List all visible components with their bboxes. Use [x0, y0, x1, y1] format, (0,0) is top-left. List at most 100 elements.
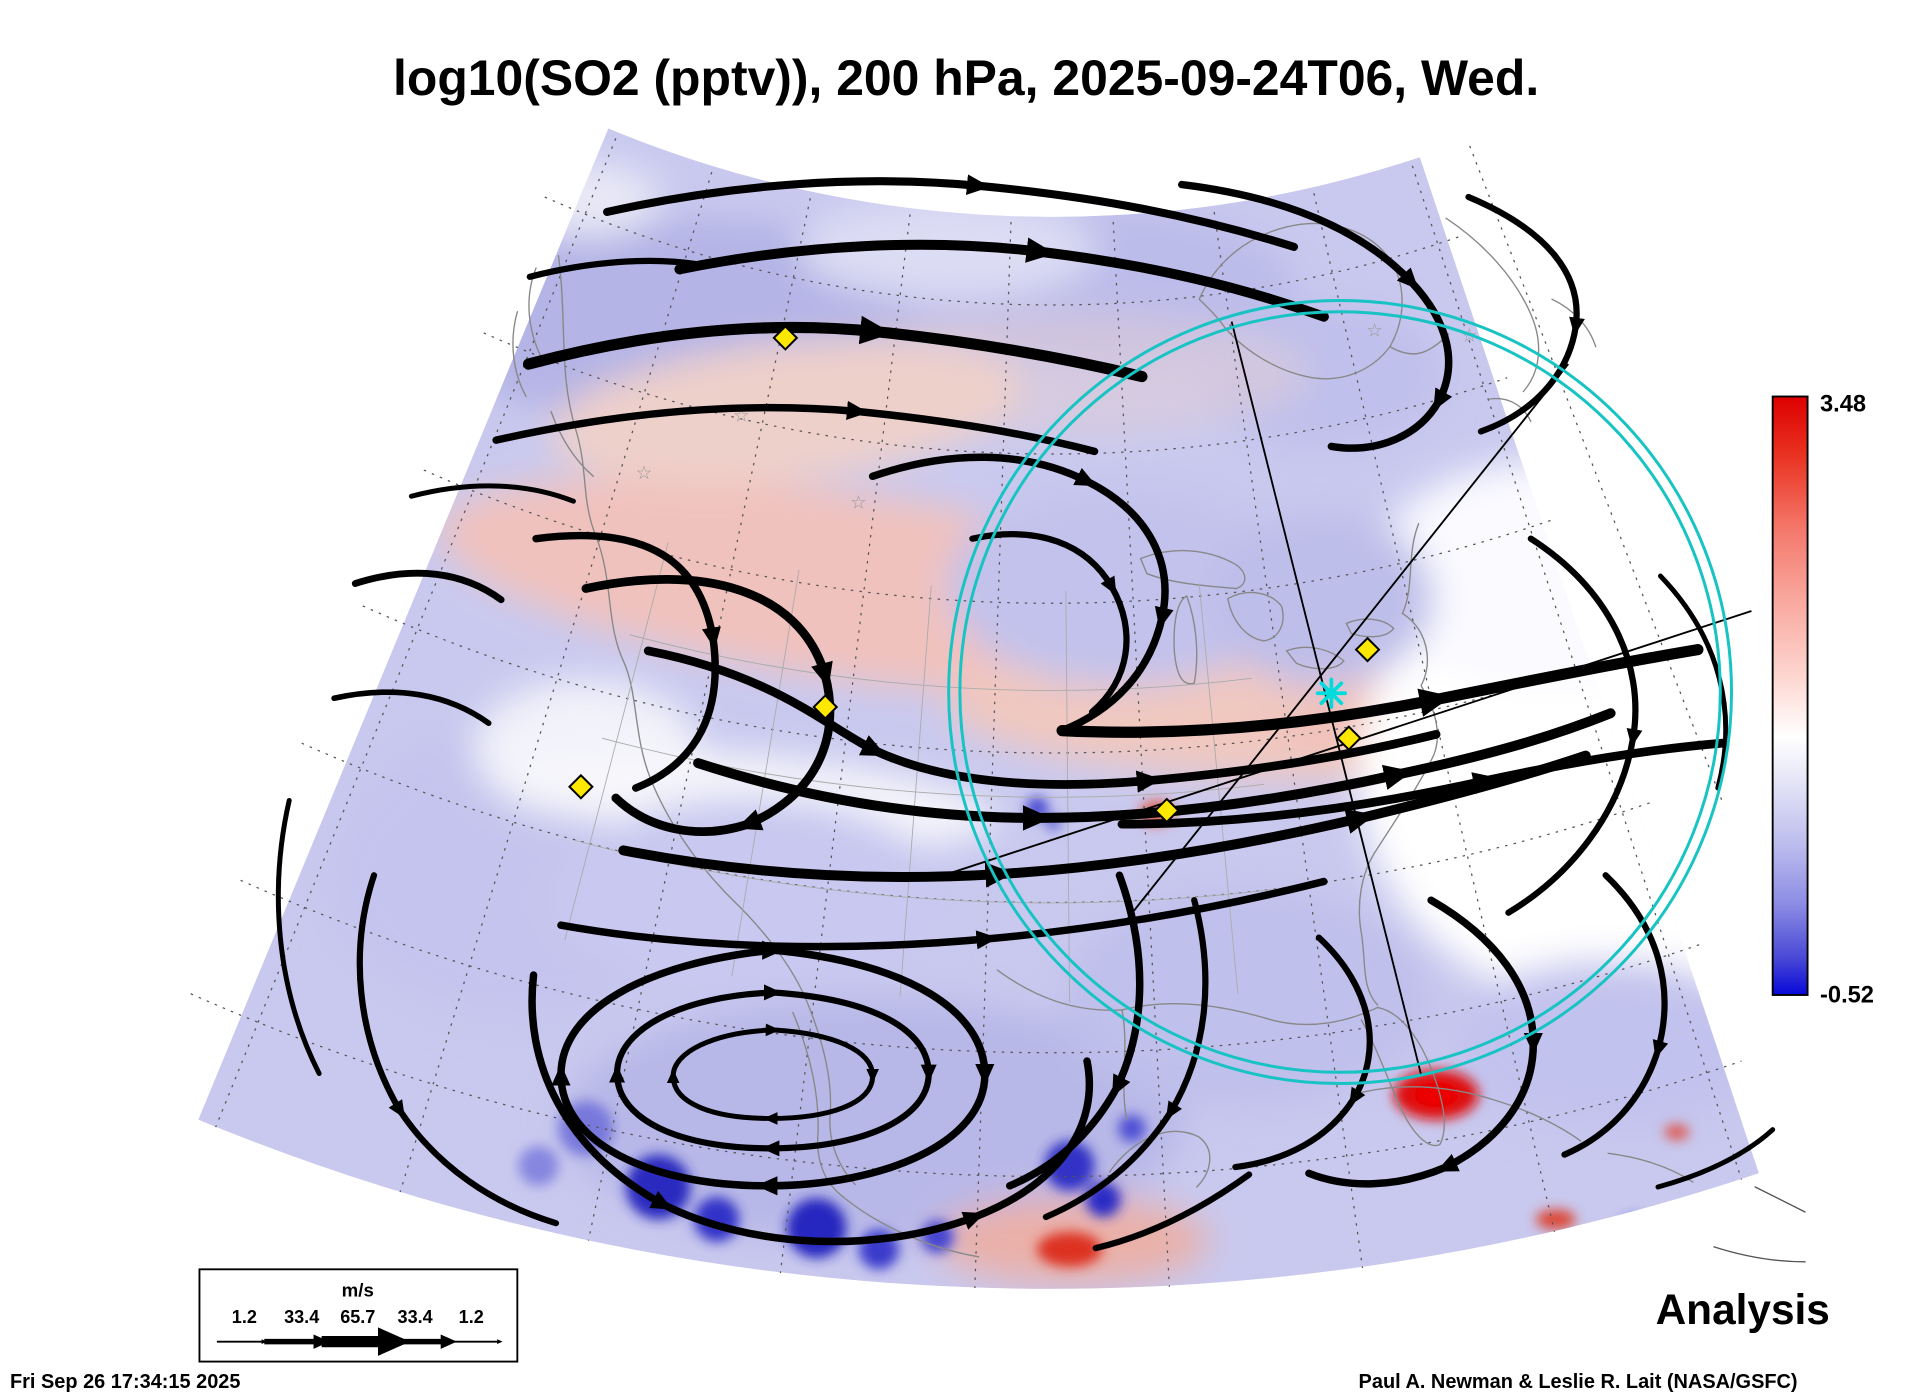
lake-outline: [1227, 591, 1284, 642]
so2-blob: [1059, 885, 1434, 1110]
legend-units-label: m/s: [342, 1280, 374, 1301]
streamline-path: [643, 646, 1441, 793]
graticule-meridian: [399, 171, 713, 1193]
streamline-path: [408, 483, 576, 504]
coastline-path: [1358, 522, 1438, 1006]
streamline-path: [617, 989, 929, 1149]
streamline-path: [1232, 934, 1373, 1171]
legend-speed-label: 65.7: [340, 1307, 375, 1327]
colorbar-gradient-bar: [1771, 395, 1809, 996]
so2-hotspot: [1535, 1209, 1576, 1230]
so2-lowspot: [518, 1145, 559, 1186]
streamline-path: [1092, 1171, 1253, 1252]
streamline-path: [526, 257, 702, 280]
timestamp-label: Fri Sep 26 17:34:15 2025: [10, 1371, 241, 1393]
wind-speed-legend: m/s 1.2 33.4 65.7 33.4 1.2: [198, 1268, 519, 1363]
lake-outline: [1139, 549, 1246, 590]
legend-speed-label: 1.2: [459, 1307, 484, 1327]
streamline-path: [557, 877, 1328, 951]
range-rings: [947, 298, 1734, 1086]
streamline-path: [331, 689, 492, 726]
map-star-icon: ☆: [850, 492, 867, 513]
eruption-diamond-marker: [812, 694, 839, 720]
so2-hotspot: [1664, 1124, 1690, 1140]
streamline-path: [1117, 738, 1728, 829]
legend-speed-label: 33.4: [398, 1307, 433, 1327]
streamline-path: [868, 453, 1174, 735]
coastline-path: [557, 254, 856, 1186]
streamlines: [275, 174, 1776, 1252]
streamline-path: [1006, 871, 1144, 1190]
colorbar-min-label: -0.52: [1820, 982, 1874, 1008]
so2-broad-blobs: [324, 162, 1759, 1285]
graticule-parallel: [423, 469, 1556, 604]
coastline-path: [1713, 1186, 1806, 1263]
streamline-path: [522, 315, 1148, 383]
graticule-meridian: [1469, 145, 1724, 804]
legend-speed-label: 1.2: [232, 1307, 257, 1327]
eruption-diamond-marker: [1153, 797, 1180, 824]
cyan-range-circle: [947, 298, 1734, 1086]
streamline-path: [492, 400, 1099, 456]
so2-lowspot: [786, 1198, 847, 1259]
legend-speed-label: 33.4: [284, 1307, 319, 1327]
streamline-path: [674, 237, 1329, 322]
colorbar: 3.48 -0.52: [1771, 391, 1874, 1008]
map-star-icon: ☆: [636, 462, 653, 483]
graticule-meridian: [587, 198, 811, 1241]
streamline-path: [603, 174, 1299, 251]
streamline-path: [673, 1027, 872, 1119]
cyan-star-marker: [1319, 681, 1344, 706]
state-border: [629, 634, 1252, 691]
eruption-diamond-marker: [1354, 636, 1381, 663]
streamline-path: [1505, 535, 1643, 916]
streamline-path: [1178, 180, 1453, 452]
eruption-diamond-marker: [568, 773, 594, 800]
streamline-path: [618, 750, 1591, 888]
lake-outline: [1345, 618, 1395, 638]
graticule-meridian: [215, 138, 617, 1128]
lake-outline: [1173, 595, 1198, 685]
streamline-path: [1305, 896, 1543, 1188]
credit-label: Paul A. Newman & Leslie R. Lait (NASA/GS…: [1359, 1371, 1798, 1393]
so2-hotspot: [1037, 1231, 1102, 1267]
trajectory-line: [1123, 363, 1569, 924]
center-star: [1315, 677, 1347, 709]
streamline-path: [969, 531, 1130, 716]
streamline-path: [1056, 644, 1704, 738]
so2-lowspot: [1118, 1114, 1146, 1143]
lake-outline: [1285, 646, 1345, 670]
streamline-path: [561, 946, 985, 1186]
streamline-path: [1655, 1127, 1776, 1190]
so2-blob: [1446, 960, 1759, 1135]
so2-lowspot: [1044, 1140, 1095, 1191]
so2-hotspot: [1413, 1082, 1459, 1108]
coastline-path: [1108, 1130, 1211, 1188]
so2-blob: [511, 162, 661, 237]
graticule-meridian: [1213, 211, 1364, 1269]
graticule-meridian: [779, 214, 911, 1274]
streamline-path: [1042, 897, 1209, 1221]
streamline-path: [351, 569, 505, 604]
streamline-path: [1465, 193, 1585, 435]
graticule-parallel: [483, 332, 1508, 455]
streamline-path: [581, 575, 835, 836]
so2-blob: [1209, 511, 1434, 686]
analysis-label: Analysis: [1656, 1286, 1830, 1333]
coastline-path: [1121, 1003, 1379, 1026]
state-border: [564, 542, 669, 941]
plot-title: log10(SO2 (pptv)), 200 hPa, 2025-09-24T0…: [393, 50, 1539, 106]
so2-lowspot: [1618, 1216, 1653, 1252]
eruption-diamond-marker: [1335, 725, 1362, 752]
streamline-path: [532, 531, 721, 792]
diamond-markers: [568, 325, 1381, 824]
colorbar-max-label: 3.48: [1820, 391, 1866, 417]
streamline-path: [275, 797, 322, 1077]
so2-field: [198, 128, 1759, 1289]
eruption-diamond-marker: [772, 325, 799, 351]
cyan-range-circle: [958, 310, 1722, 1074]
map-star-icon: ☆: [1366, 320, 1383, 341]
streamline-path: [356, 872, 560, 1227]
